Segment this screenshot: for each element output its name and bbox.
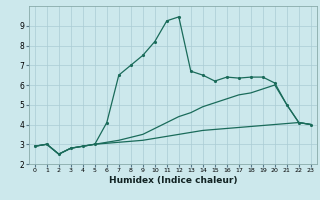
X-axis label: Humidex (Indice chaleur): Humidex (Indice chaleur) (108, 176, 237, 185)
